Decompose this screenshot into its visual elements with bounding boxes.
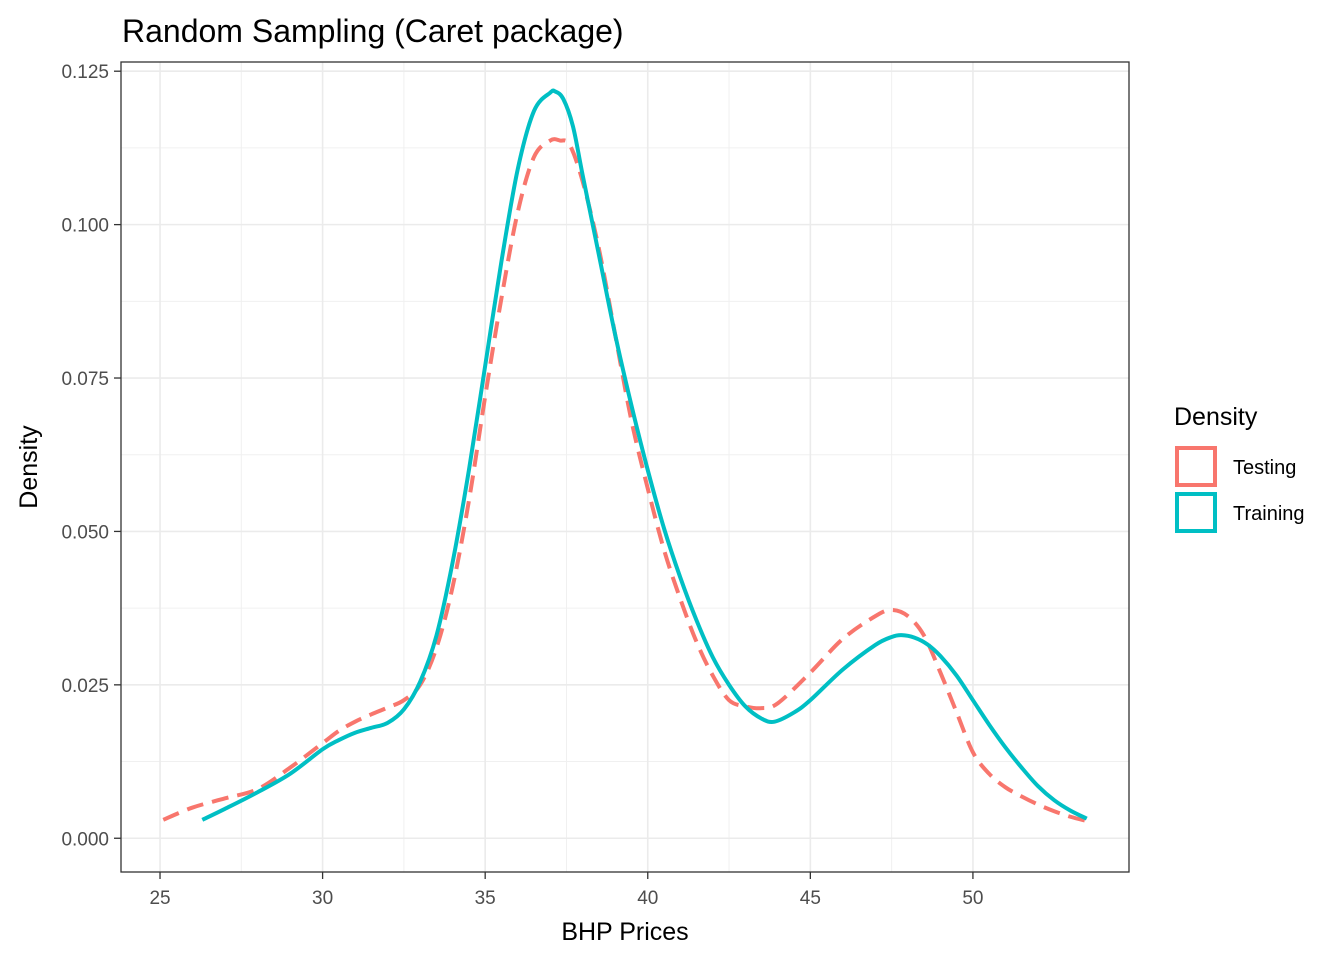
y-tick-label: 0.075	[61, 369, 109, 390]
y-tick-label: 0.050	[61, 522, 109, 543]
grid-minor	[121, 62, 1129, 872]
y-tick-label: 0.100	[61, 216, 109, 237]
series-line-testing	[162, 137, 1088, 824]
x-tick-label: 45	[800, 888, 821, 909]
legend-key-training	[1175, 492, 1217, 533]
x-tick-label: 25	[149, 888, 170, 909]
x-tick-label: 35	[475, 888, 496, 909]
series-line-training	[201, 88, 1088, 822]
chart-title: Random Sampling (Caret package)	[122, 13, 624, 49]
legend-key-testing	[1175, 446, 1217, 487]
x-tick-label: 50	[962, 888, 983, 909]
legend-label-training: Training	[1233, 503, 1305, 525]
y-tick-label: 0.025	[61, 676, 109, 697]
x-tick-label: 40	[637, 888, 658, 909]
series-lines	[162, 88, 1088, 824]
x-axis: 25 30 35 40 45 50	[149, 872, 983, 909]
legend-items: Testing Training	[1175, 446, 1305, 533]
y-axis-title: Density	[15, 425, 43, 509]
plot-background	[121, 62, 1129, 872]
legend-label-testing: Testing	[1233, 457, 1296, 479]
legend: Density Testing Training	[1174, 403, 1305, 533]
y-tick-label: 0.000	[61, 829, 109, 850]
y-tick-label: 0.125	[61, 62, 109, 83]
legend-title: Density	[1174, 403, 1258, 431]
x-axis-title: BHP Prices	[561, 918, 688, 946]
x-tick-label: 30	[312, 888, 333, 909]
y-axis: 0.000 0.025 0.050 0.075 0.100 0.125	[61, 62, 121, 850]
plot-border	[120, 61, 1130, 873]
